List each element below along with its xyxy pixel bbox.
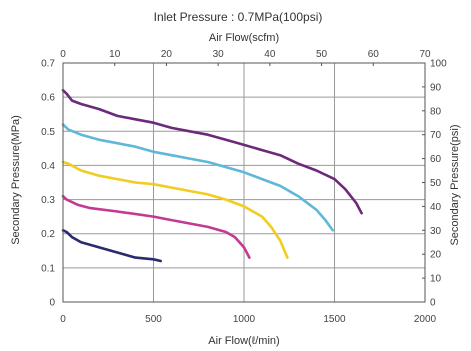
x-tick-label: 500 (145, 314, 162, 325)
series-line-5 (61, 229, 162, 263)
x-tick-label: 2000 (414, 314, 437, 325)
x-tick-label: 1500 (323, 314, 346, 325)
y-axis-right-title: Secondary Pressure(psi) (449, 124, 461, 245)
y-right-tick-label: 80 (430, 106, 442, 117)
y-tick-label: 0.4 (41, 161, 55, 172)
series-line-4 (61, 194, 251, 259)
x-top-tick-label: 40 (264, 49, 276, 60)
x-top-tick-label: 60 (368, 49, 380, 60)
y-right-tick-label: 0 (430, 298, 436, 309)
y-tick-label: 0.5 (41, 127, 55, 138)
x-axis-bottom-title: Air Flow(ℓ/min) (208, 335, 279, 347)
x-top-tick-label: 50 (316, 49, 328, 60)
y-tick-label: 0.1 (41, 263, 55, 274)
y-right-tick-label: 30 (430, 226, 442, 237)
y-right-tick-label: 10 (430, 274, 442, 285)
y-tick-label: 0.2 (41, 229, 55, 240)
series-line-1 (61, 89, 363, 215)
x-tick-label: 1000 (233, 314, 256, 325)
y-right-tick-label: 40 (430, 202, 442, 213)
x-top-tick-label: 70 (419, 49, 431, 60)
y-right-tick-label: 70 (430, 130, 442, 141)
y-right-tick-label: 100 (430, 59, 447, 70)
x-top-tick-label: 0 (60, 49, 66, 60)
x-tick-label: 0 (60, 314, 66, 325)
series-line-2 (61, 123, 334, 232)
x-axis-top-title: Air Flow(scfm) (209, 32, 279, 44)
y-right-tick-label: 20 (430, 250, 442, 261)
grid-lines (63, 63, 425, 302)
y-tick-label: 0.3 (41, 195, 55, 206)
y-tick-label: 0.6 (41, 93, 55, 104)
x-top-tick-label: 10 (109, 49, 121, 60)
series-lines (61, 89, 363, 263)
y-tick-label: 0.7 (41, 59, 55, 70)
chart-title: Inlet Pressure : 0.7MPa(100psi) (154, 10, 323, 24)
y-right-tick-label: 50 (430, 178, 442, 189)
y-tick-label: 0 (49, 298, 55, 309)
y-axis-left-title: Secondary Pressure(MPa) (10, 115, 22, 245)
y-right-tick-label: 60 (430, 154, 442, 165)
x-top-tick-label: 20 (161, 49, 173, 60)
y-right-tick-label: 90 (430, 82, 442, 93)
series-line-3 (61, 160, 289, 259)
x-top-tick-label: 30 (213, 49, 225, 60)
